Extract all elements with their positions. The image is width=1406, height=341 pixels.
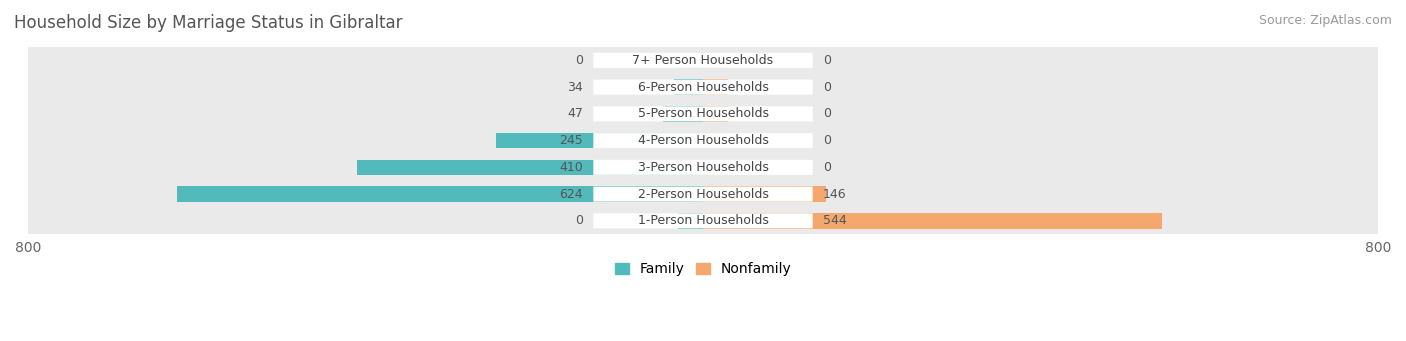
Bar xyxy=(678,213,703,228)
Bar xyxy=(28,127,1378,154)
Text: 0: 0 xyxy=(823,161,831,174)
Bar xyxy=(703,160,728,175)
Bar xyxy=(28,101,1378,127)
Text: 5-Person Households: 5-Person Households xyxy=(637,107,769,120)
Text: 0: 0 xyxy=(823,134,831,147)
Legend: Family, Nonfamily: Family, Nonfamily xyxy=(609,257,797,282)
Text: Household Size by Marriage Status in Gibraltar: Household Size by Marriage Status in Gib… xyxy=(14,14,402,32)
Bar xyxy=(664,106,703,122)
FancyBboxPatch shape xyxy=(593,133,813,148)
FancyBboxPatch shape xyxy=(593,160,813,175)
FancyBboxPatch shape xyxy=(593,53,813,68)
Text: 6-Person Households: 6-Person Households xyxy=(637,80,769,94)
Bar xyxy=(28,181,1378,207)
Text: 34: 34 xyxy=(568,80,583,94)
Text: 0: 0 xyxy=(823,107,831,120)
Text: 2-Person Households: 2-Person Households xyxy=(637,188,769,201)
Bar xyxy=(357,160,703,175)
Bar xyxy=(675,79,703,95)
Bar xyxy=(703,213,1161,228)
Bar xyxy=(703,106,728,122)
Text: 410: 410 xyxy=(560,161,583,174)
FancyBboxPatch shape xyxy=(593,106,813,121)
Text: 7+ Person Households: 7+ Person Households xyxy=(633,54,773,67)
Bar xyxy=(703,53,728,68)
FancyBboxPatch shape xyxy=(593,80,813,95)
Bar xyxy=(496,133,703,148)
Bar xyxy=(678,53,703,68)
Bar xyxy=(28,47,1378,74)
Text: Source: ZipAtlas.com: Source: ZipAtlas.com xyxy=(1258,14,1392,27)
FancyBboxPatch shape xyxy=(593,213,813,228)
Bar xyxy=(177,186,703,202)
Text: 624: 624 xyxy=(560,188,583,201)
Text: 544: 544 xyxy=(823,214,846,227)
Text: 245: 245 xyxy=(560,134,583,147)
Bar xyxy=(703,133,728,148)
Text: 4-Person Households: 4-Person Households xyxy=(637,134,769,147)
Bar xyxy=(28,207,1378,234)
Bar xyxy=(28,74,1378,101)
Bar xyxy=(703,186,827,202)
FancyBboxPatch shape xyxy=(593,187,813,202)
Text: 1-Person Households: 1-Person Households xyxy=(637,214,769,227)
Text: 0: 0 xyxy=(575,214,583,227)
Text: 0: 0 xyxy=(823,80,831,94)
Text: 0: 0 xyxy=(823,54,831,67)
Bar xyxy=(703,79,728,95)
Text: 146: 146 xyxy=(823,188,846,201)
Bar xyxy=(28,154,1378,181)
Text: 0: 0 xyxy=(575,54,583,67)
Text: 47: 47 xyxy=(568,107,583,120)
Text: 3-Person Households: 3-Person Households xyxy=(637,161,769,174)
